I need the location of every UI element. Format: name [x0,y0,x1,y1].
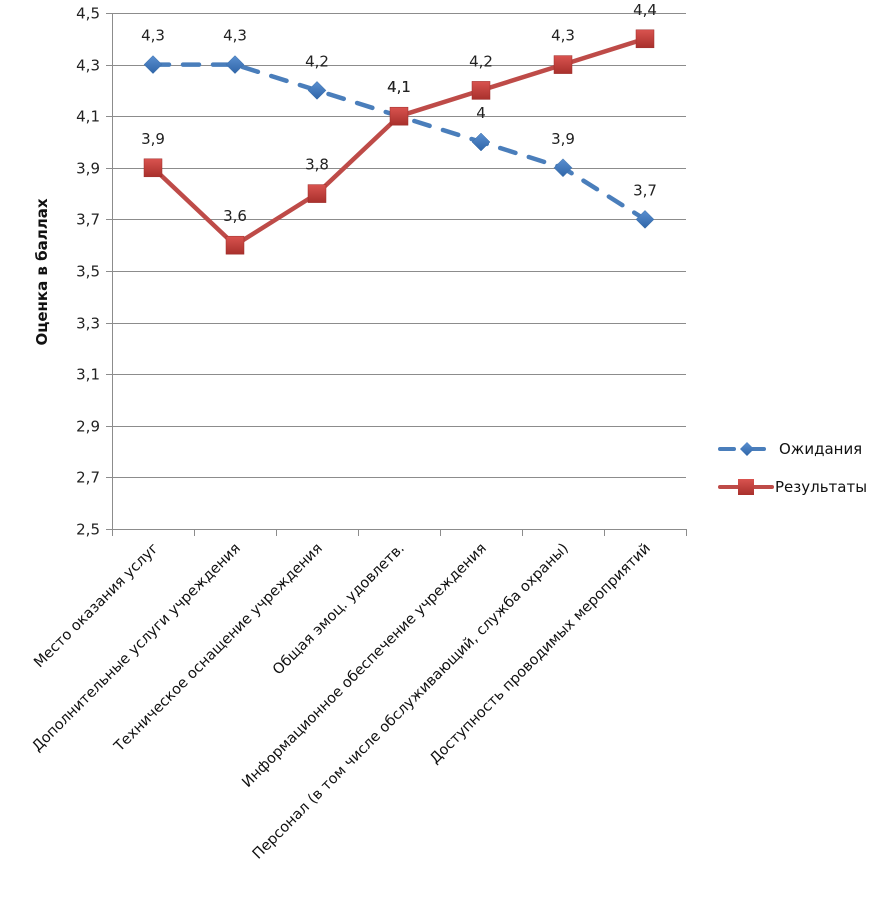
y-tick-label: 4,1 [76,108,100,126]
data-point-marker [553,158,573,178]
y-tick-label: 3,5 [76,263,100,281]
y-tick-label: 3,3 [76,315,100,333]
legend-label: Ожидания [779,440,862,458]
data-label: 4,4 [633,1,657,19]
data-point-marker [225,55,245,74]
legend-item-expectations: Ожидания [718,440,862,458]
data-point-marker [307,184,327,203]
data-point-marker [307,81,327,100]
y-tick-label: 4,3 [76,57,100,75]
data-labels: 4,3 4,34,24,143,93,73,93,63,84,14,24,34,4 [141,1,657,225]
legend-item-results: Результаты [718,478,867,496]
legend-label: Результаты [775,478,867,496]
data-label: 3,7 [633,181,657,199]
y-tick-label: 4,5 [76,5,100,23]
y-tick-label: 3,7 [76,211,100,229]
gridlines [112,13,686,478]
data-label: 3,8 [305,156,329,174]
y-tick-label: 2,7 [76,469,100,487]
x-category-label: Общая эмоц. удовлетв. [270,541,408,679]
data-label: 4 [476,104,486,122]
data-point-marker [635,29,655,49]
diamond-icon [740,442,754,456]
data-label: 4,1 [387,78,411,96]
data-label: 4,2 [469,52,493,70]
x-category-label: Персонал (в том числе обслуживающий, слу… [250,541,572,863]
data-point-marker [553,55,573,74]
legend: Ожидания Результаты [718,440,867,496]
y-axis-label: Оценка в баллах [33,198,51,345]
data-label: 3,6 [223,207,247,225]
y-tick-label: 2,9 [76,418,100,436]
data-label: 4,3 [223,27,247,45]
data-point-marker [389,106,409,126]
data-label: 4,3 [141,27,165,45]
axes [106,13,687,536]
y-tick-labels: 4,5 4,3 4,1 3,9 3,7 3,5 3,3 3,1 2,9 2,7 2,5 [76,5,100,539]
data-point-marker [471,132,491,152]
data-label: 3,9 [141,130,165,148]
data-point-marker [143,55,163,74]
data-point-marker [225,235,245,255]
y-tick-label: 3,1 [76,366,100,384]
square-icon [738,479,754,495]
y-tick-label: 2,5 [76,521,100,539]
y-tick-label: 3,9 [76,160,100,178]
data-point-marker [635,210,655,229]
data-point-marker [143,158,163,178]
series [143,29,655,255]
data-point-marker [471,81,491,100]
data-label: 4,1 [387,78,411,96]
data-label: 4,3 [551,27,575,45]
data-label: 4,2 [305,52,329,70]
data-label: 3,9 [551,130,575,148]
